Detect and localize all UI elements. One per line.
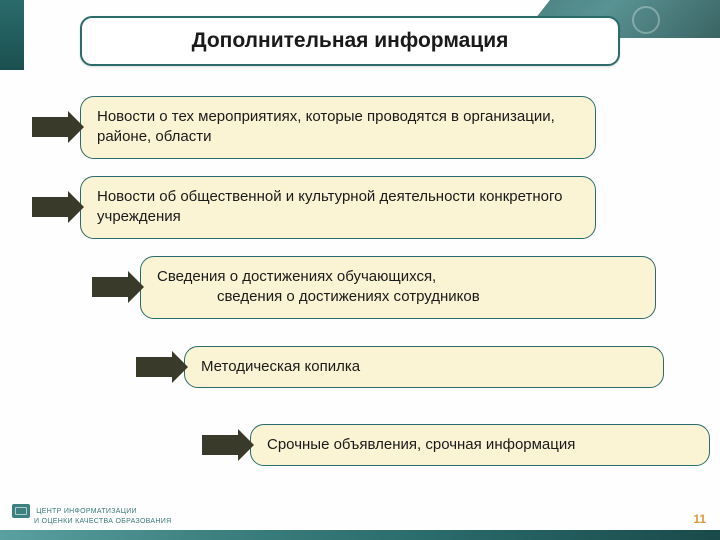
- left-decoration: [0, 0, 24, 70]
- info-bubble: Новости об общественной и культурной дея…: [80, 176, 596, 239]
- arrow-icon: [32, 191, 86, 223]
- logo-text-2: И ОЦЕНКИ КАЧЕСТВА ОБРАЗОВАНИЯ: [34, 518, 171, 525]
- info-bubble: Новости о тех мероприятиях, которые пров…: [80, 96, 596, 159]
- footer-decoration: [0, 530, 720, 540]
- footer-logo: ЦЕНТР ИНФОРМАТИЗАЦИИ И ОЦЕНКИ КАЧЕСТВА О…: [12, 504, 171, 526]
- info-bubble: Сведения о достижениях обучающихся, сведе…: [140, 256, 656, 319]
- logo-icon: [12, 504, 30, 518]
- bubble-text-line2: сведения о достижениях сотрудников: [217, 287, 480, 307]
- info-item-1: Новости о тех мероприятиях, которые пров…: [32, 96, 596, 159]
- page-number: 11: [693, 512, 706, 526]
- arrow-icon: [136, 351, 190, 383]
- info-item-5: Срочные объявления, срочная информация: [202, 424, 710, 466]
- title-container: Дополнительная информация: [80, 16, 620, 66]
- logo-text-1: ЦЕНТР ИНФОРМАТИЗАЦИИ: [36, 508, 137, 515]
- info-item-3: Сведения о достижениях обучающихся, сведе…: [92, 256, 656, 319]
- info-bubble: Срочные объявления, срочная информация: [250, 424, 710, 466]
- page-title: Дополнительная информация: [192, 29, 509, 53]
- bubble-text-line1: Сведения о достижениях обучающихся,: [157, 268, 436, 285]
- arrow-icon: [32, 111, 86, 143]
- arrow-icon: [92, 271, 146, 303]
- info-bubble: Методическая копилка: [184, 346, 664, 388]
- info-item-2: Новости об общественной и культурной дея…: [32, 176, 596, 239]
- info-item-4: Методическая копилка: [136, 346, 664, 388]
- arrow-icon: [202, 429, 256, 461]
